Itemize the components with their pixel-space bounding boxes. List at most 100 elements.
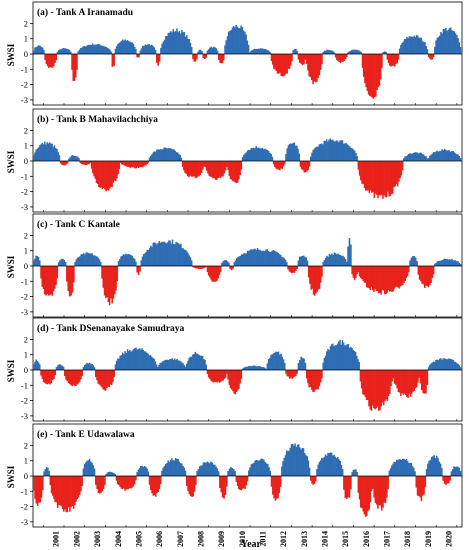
- y-tick-label: -2: [21, 80, 28, 90]
- bar: [143, 161, 146, 166]
- bar: [408, 370, 411, 394]
- bar: [248, 149, 250, 161]
- bar: [419, 152, 421, 161]
- bar: [132, 476, 135, 487]
- bar: [371, 161, 373, 193]
- bar: [120, 40, 123, 54]
- bar: [296, 370, 298, 374]
- bar: [123, 254, 126, 266]
- bar: [44, 468, 47, 476]
- bar: [256, 248, 259, 266]
- bar: [426, 370, 429, 385]
- bar: [303, 358, 305, 370]
- bar: [206, 50, 209, 54]
- bar: [197, 51, 199, 54]
- bar: [446, 476, 449, 484]
- bar: [457, 154, 459, 161]
- bar: [204, 359, 206, 370]
- bar: [435, 359, 437, 370]
- bar: [367, 54, 370, 95]
- bar: [64, 261, 67, 266]
- bar: [149, 45, 152, 54]
- bar: [78, 370, 81, 382]
- bar: [238, 161, 240, 180]
- bar: [390, 54, 392, 67]
- bar: [45, 266, 47, 296]
- bar: [281, 466, 283, 476]
- bar: [265, 49, 268, 54]
- bar: [267, 50, 269, 54]
- bar: [285, 370, 287, 374]
- bar: [59, 364, 62, 370]
- bar: [87, 252, 90, 266]
- bar: [41, 266, 44, 287]
- bar: [184, 470, 187, 476]
- bar: [306, 456, 308, 476]
- bar: [279, 54, 281, 73]
- bar: [50, 266, 52, 295]
- y-tick-label: -3: [21, 517, 28, 527]
- bar: [63, 476, 65, 512]
- bar: [236, 161, 239, 183]
- bar: [405, 266, 408, 278]
- bar: [315, 266, 317, 294]
- bar: [237, 28, 240, 54]
- bar: [146, 249, 149, 266]
- bar: [284, 455, 287, 476]
- bar: [447, 29, 450, 54]
- bar: [137, 469, 140, 476]
- bar: [143, 466, 146, 476]
- bar: [431, 153, 434, 161]
- bar: [255, 48, 257, 54]
- bar: [286, 54, 288, 74]
- bar: [413, 370, 416, 391]
- bar: [233, 161, 235, 182]
- bar: [37, 362, 40, 370]
- bar: [449, 359, 452, 370]
- bar: [203, 161, 205, 167]
- bar: [195, 353, 198, 370]
- bar: [168, 32, 171, 54]
- bar: [125, 352, 128, 370]
- year-tick-label: 2015: [341, 531, 350, 547]
- bar: [112, 370, 114, 382]
- bar: [207, 49, 210, 54]
- bar: [97, 257, 100, 266]
- bar: [94, 44, 97, 54]
- bar: [363, 476, 366, 515]
- bar: [261, 459, 264, 476]
- bar: [259, 249, 261, 266]
- bar: [318, 266, 321, 289]
- bar: [296, 444, 299, 476]
- bar: [225, 476, 228, 487]
- bar: [275, 161, 277, 169]
- bar: [316, 469, 318, 476]
- bar: [379, 161, 382, 196]
- bar: [246, 40, 249, 54]
- bar: [98, 476, 101, 494]
- bar: [100, 476, 102, 493]
- bar: [361, 54, 364, 68]
- bar: [58, 476, 60, 506]
- bar: [298, 256, 301, 266]
- bar: [452, 151, 454, 161]
- bar: [154, 243, 157, 266]
- bar: [190, 356, 193, 370]
- bar: [380, 476, 383, 511]
- bar: [77, 51, 79, 54]
- y-tick-label: -2: [21, 502, 28, 512]
- bar: [53, 476, 55, 499]
- bar: [285, 54, 287, 74]
- bar: [406, 460, 409, 476]
- bar: [253, 463, 255, 476]
- bar: [423, 370, 426, 394]
- bar: [290, 143, 292, 161]
- bar: [84, 254, 86, 266]
- bar: [313, 54, 316, 82]
- bar: [162, 149, 164, 161]
- bar: [427, 367, 430, 370]
- bar: [185, 476, 188, 486]
- bar: [202, 462, 205, 476]
- bar: [294, 443, 296, 476]
- bar: [76, 54, 78, 70]
